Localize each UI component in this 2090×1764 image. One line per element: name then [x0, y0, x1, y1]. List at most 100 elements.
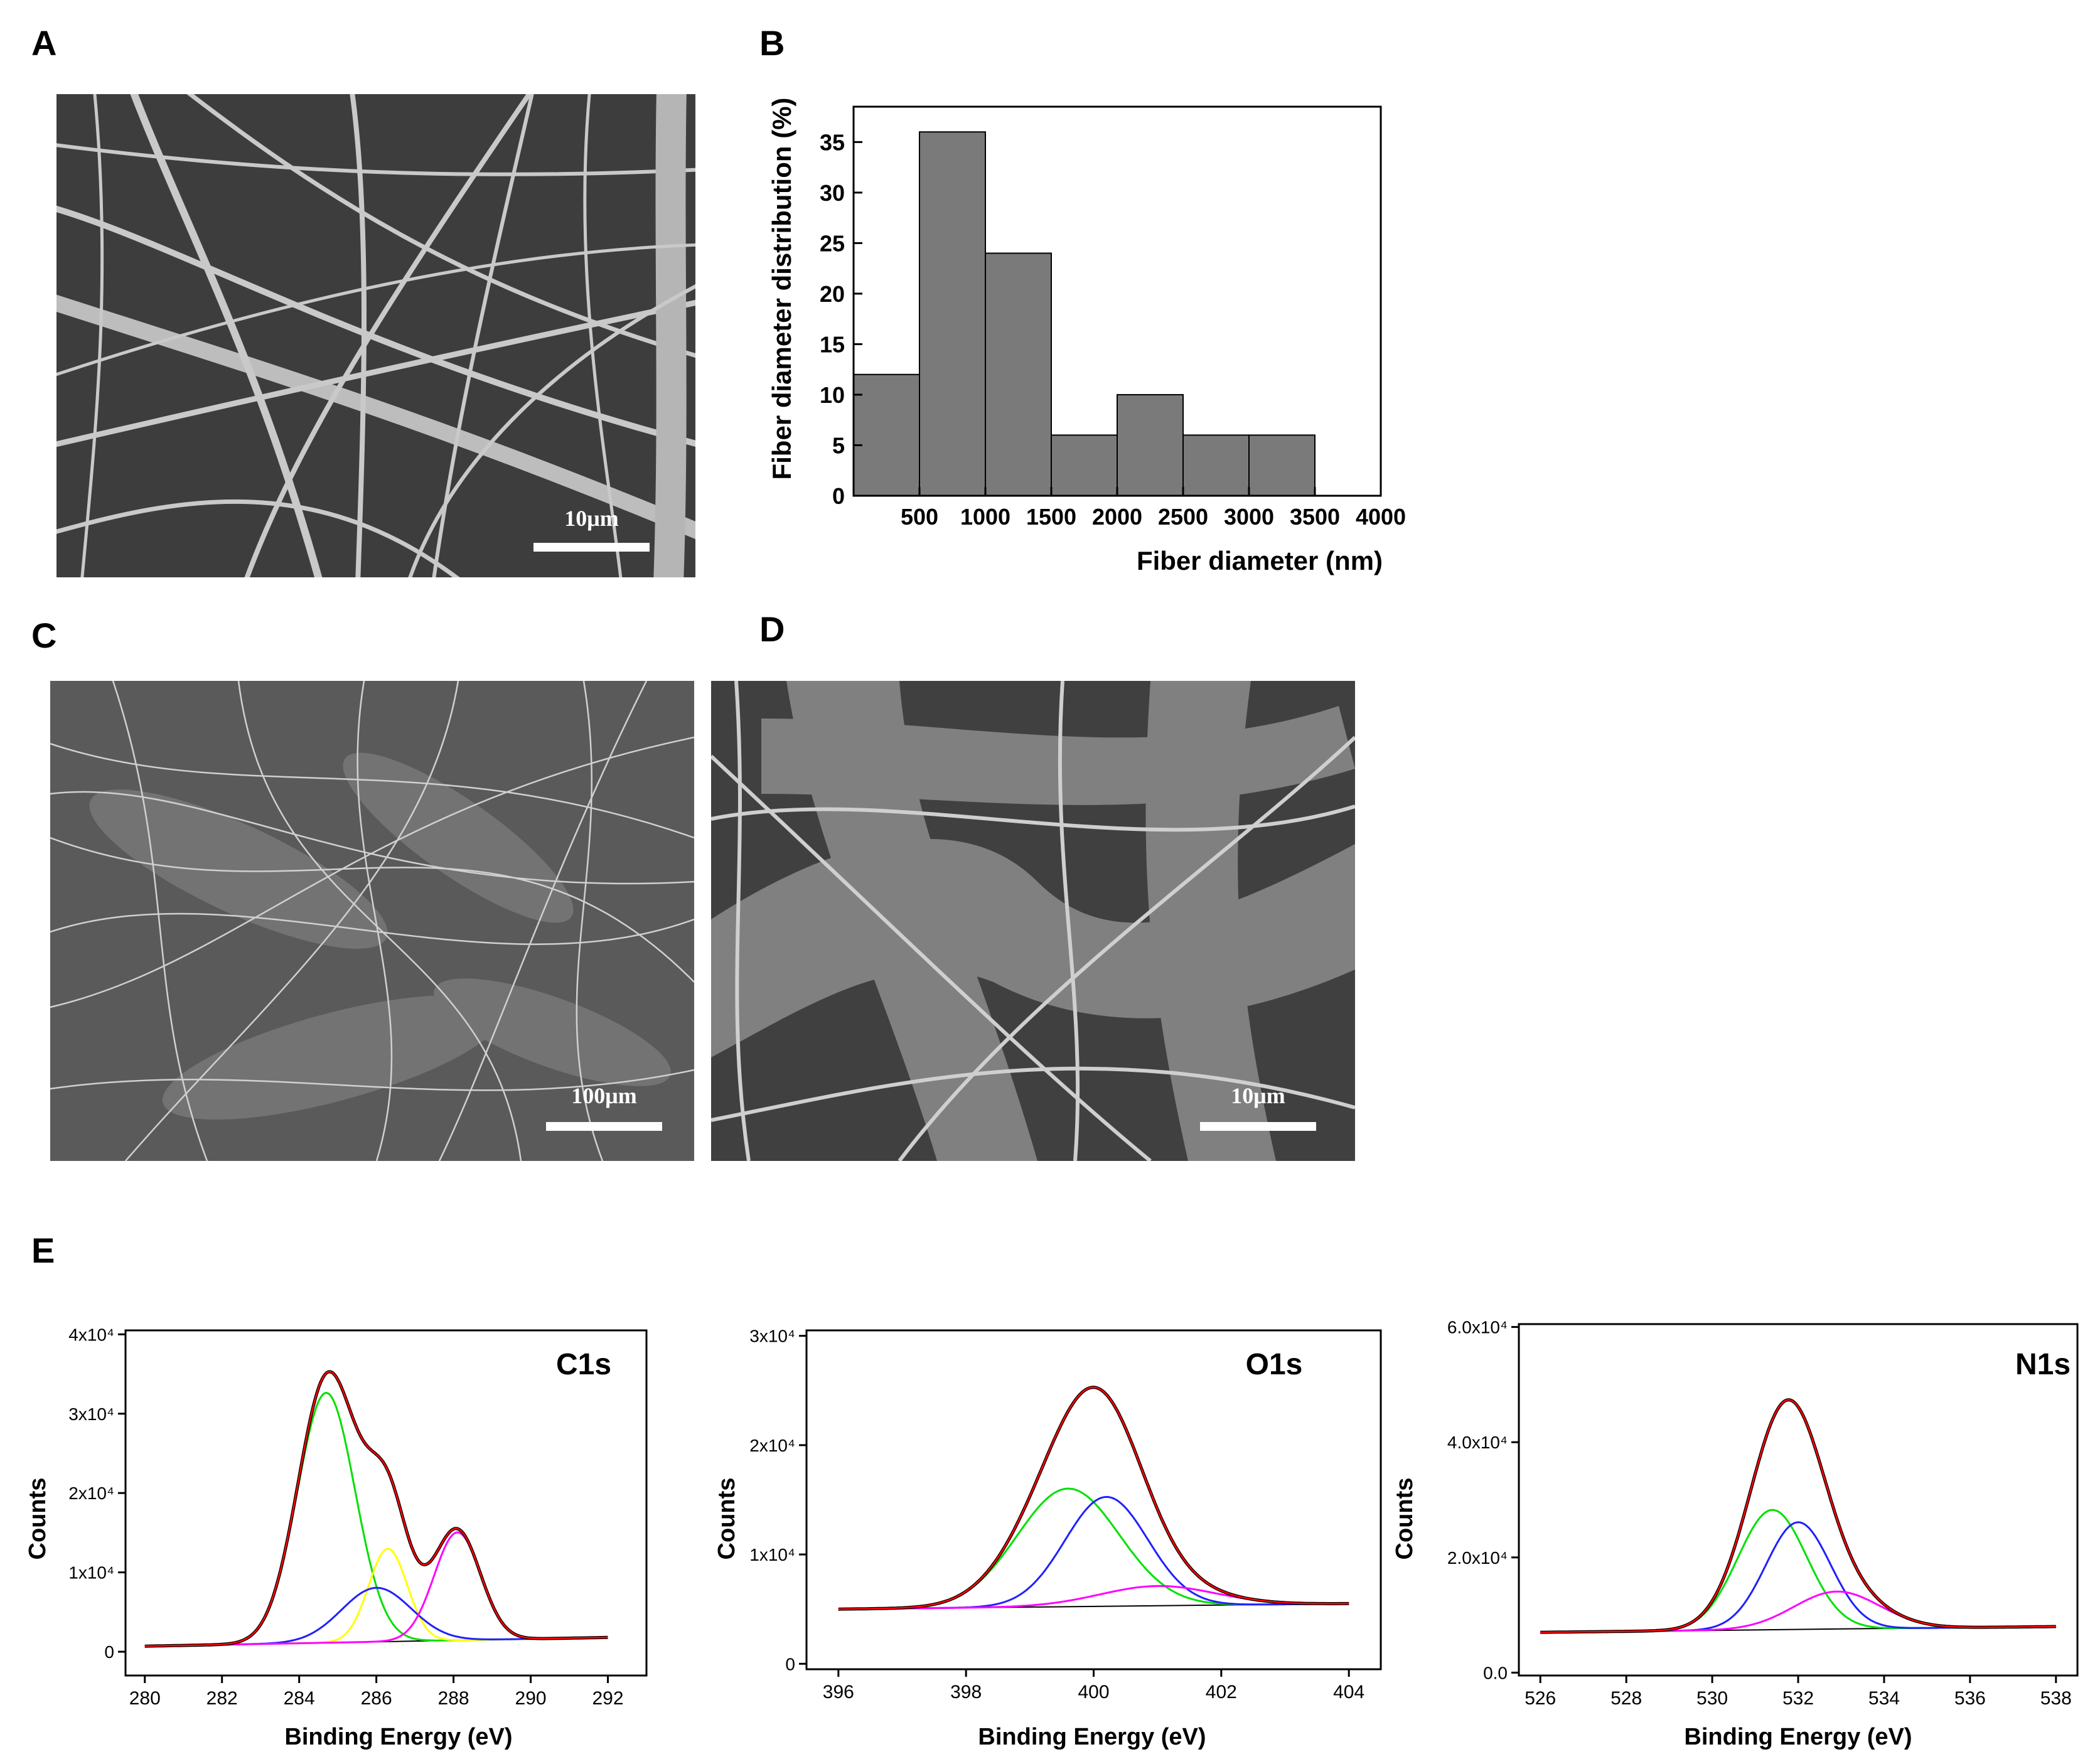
histogram-bar [985, 252, 1052, 496]
fiber-network-d [711, 681, 1355, 1161]
component-peak-yellow [144, 1548, 608, 1647]
histogram-bar [853, 373, 920, 496]
n1s-ylabel: Counts [1393, 1478, 1418, 1560]
x-tick-label: 290 [515, 1688, 547, 1709]
x-tick-label: 280 [129, 1688, 161, 1709]
fiber-network-c [50, 681, 694, 1161]
o1s-ylabel: Counts [714, 1478, 740, 1560]
xps-chart-c1s: 0 1x10⁴ 2x10⁴ 3x10⁴ 4x10⁴ 280 282 284 286 288 290 2… [24, 1325, 648, 1750]
xps-chart-o1s: 0 1x10⁴ 2x10⁴ 3x10⁴ 396 398 400 402 404 O1s Bind… [714, 1327, 1382, 1750]
y-tick-label: 35 [820, 129, 845, 155]
x-tick-label: 286 [361, 1688, 392, 1709]
y-tick-label: 0 [785, 1654, 795, 1674]
x-tick-label: 1500 [1026, 504, 1076, 530]
panel-letter-c: C [31, 616, 57, 655]
panel-letter-b: B [759, 23, 785, 63]
y-tick-label: 2.0x10⁴ [1447, 1548, 1508, 1568]
x-tick-label: 2500 [1158, 504, 1208, 530]
x-tick-label: 500 [901, 504, 938, 530]
x-tick-label: 3000 [1224, 504, 1274, 530]
x-tick-label: 282 [206, 1688, 238, 1709]
scale-bar-c [546, 1122, 662, 1131]
y-tick-label: 2x10⁴ [68, 1483, 114, 1503]
raw-spectrum-line [1540, 1398, 2056, 1634]
scale-bar-a [533, 543, 650, 552]
c1s-title: C1s [556, 1348, 611, 1381]
y-tick-label: 3x10⁴ [68, 1404, 114, 1424]
histogram-bar [919, 131, 986, 496]
x-tick-label: 538 [2040, 1688, 2072, 1709]
y-tick-label: 4x10⁴ [68, 1325, 114, 1344]
panel-letter-e: E [31, 1231, 55, 1270]
sem-image-c [50, 681, 694, 1161]
b-xlabel: Fiber diameter (nm) [1137, 546, 1383, 575]
y-tick-label: 15 [820, 331, 845, 357]
o1s-title: O1s [1246, 1348, 1303, 1381]
y-tick-label: 30 [820, 180, 845, 206]
panel-letter-d: D [759, 609, 785, 649]
y-tick-label: 6.0x10⁴ [1447, 1318, 1508, 1337]
raw-spectrum-line [838, 1386, 1349, 1611]
histogram-bar [1182, 434, 1250, 497]
component-peak-blue [838, 1495, 1349, 1610]
xps-chart-n1s: 0.0 2.0x10⁴ 4.0x10⁴ 6.0x10⁴ 526 528 530 532 534 5… [1393, 1318, 2079, 1750]
x-tick-label: 532 [1782, 1688, 1814, 1709]
y-tick-label: 0.0 [1483, 1663, 1508, 1682]
x-tick-label: 536 [1954, 1688, 1986, 1709]
c1s-xlabel: Binding Energy (eV) [284, 1724, 512, 1750]
x-tick-label: 400 [1078, 1682, 1109, 1703]
plot-frame [124, 1329, 648, 1677]
x-tick-label: 404 [1333, 1682, 1364, 1703]
scale-bar-d [1200, 1122, 1316, 1131]
o1s-xlabel: Binding Energy (eV) [978, 1724, 1206, 1750]
fit-envelope-line [838, 1386, 1349, 1610]
n1s-title: N1s [2015, 1348, 2071, 1381]
x-tick-label: 4000 [1356, 504, 1406, 530]
y-tick-label: 1x10⁴ [68, 1563, 114, 1583]
x-tick-label: 1000 [960, 504, 1010, 530]
scale-label-c: 100μm [571, 1083, 637, 1108]
scale-label-d: 10μm [1231, 1083, 1285, 1108]
x-tick-label: 396 [823, 1682, 854, 1703]
plot-frame [805, 1329, 1382, 1670]
x-tick-label: 530 [1696, 1688, 1728, 1709]
y-tick-label: 25 [820, 230, 845, 256]
y-tick-label: 2x10⁴ [749, 1436, 795, 1455]
histogram-bar [1051, 434, 1118, 497]
x-tick-label: 402 [1206, 1682, 1237, 1703]
x-tick-label: 288 [438, 1688, 469, 1709]
histogram-bar [1248, 434, 1316, 497]
x-tick-label: 398 [950, 1682, 982, 1703]
y-tick-label: 4.0x10⁴ [1447, 1433, 1508, 1452]
component-peak-green [838, 1487, 1349, 1610]
panel-letter-a: A [31, 23, 57, 63]
y-tick-label: 3x10⁴ [749, 1327, 795, 1346]
x-tick-label: 534 [1868, 1688, 1900, 1709]
y-tick-label: 0 [104, 1642, 114, 1662]
fit-envelope-line [1540, 1399, 2056, 1633]
fiber-network-a [56, 94, 695, 577]
x-tick-label: 284 [284, 1688, 315, 1709]
histogram-chart-b: 0 5 10 15 20 25 30 35 500 1000 1500 2000 2500 3000 350… [767, 97, 1406, 575]
component-peak-green [1540, 1509, 2056, 1633]
c1s-ylabel: Counts [24, 1478, 51, 1560]
n1s-xlabel: Binding Energy (eV) [1684, 1724, 1912, 1750]
component-peak-green [144, 1392, 608, 1647]
histogram-bar [1117, 393, 1184, 496]
b-ylabel: Fiber diameter distribution (%) [767, 97, 796, 479]
y-tick-label: 10 [820, 382, 845, 408]
y-tick-label: 0 [832, 483, 845, 509]
sem-image-a [56, 94, 695, 577]
x-tick-label: 2000 [1092, 504, 1142, 530]
y-tick-label: 1x10⁴ [749, 1545, 795, 1564]
sem-image-d [711, 681, 1355, 1161]
y-tick-label: 5 [832, 432, 845, 458]
plot-frame [1518, 1323, 2079, 1677]
x-tick-label: 3500 [1290, 504, 1340, 530]
y-tick-label: 20 [820, 281, 845, 307]
fit-envelope-line [144, 1371, 608, 1647]
x-tick-label: 526 [1525, 1688, 1556, 1709]
x-tick-label: 292 [592, 1688, 623, 1709]
x-tick-label: 528 [1610, 1688, 1642, 1709]
scale-label-a: 10μm [564, 506, 619, 531]
